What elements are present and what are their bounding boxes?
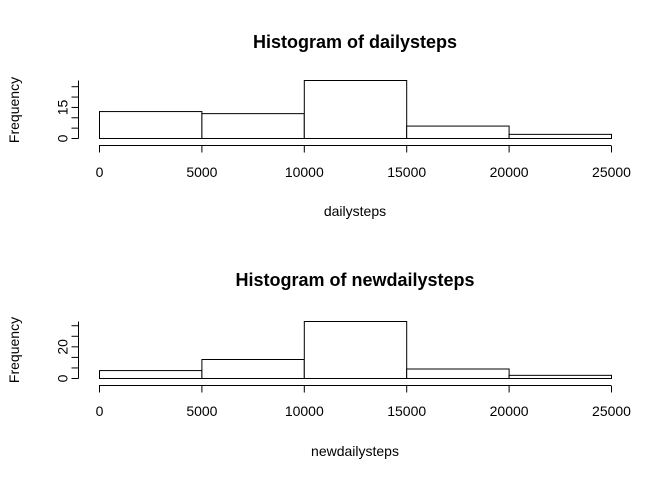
x-tick-label: 10000 xyxy=(285,164,324,180)
x-axis-label: dailysteps xyxy=(324,203,386,219)
y-axis: 0 15 xyxy=(55,80,79,142)
histogram-panel-newdailysteps: Histogram of newdailysteps newdailysteps… xyxy=(6,270,631,459)
histogram-bar xyxy=(303,80,408,139)
x-tick-label: 25000 xyxy=(592,164,631,180)
x-axis: 0 5000 10000 15000 20000 25000 xyxy=(96,145,631,180)
x-tick-label: 0 xyxy=(96,403,104,419)
histogram-bar xyxy=(303,321,408,379)
histogram-bar xyxy=(508,374,613,380)
x-tick-label: 25000 xyxy=(592,403,631,419)
histogram-bar xyxy=(201,359,305,379)
y-axis-label: Frequency xyxy=(6,317,22,383)
histogram-bar xyxy=(99,111,203,139)
y-axis: 0 20 xyxy=(55,321,79,382)
histogram-bar xyxy=(508,133,613,140)
chart-title: Histogram of newdailysteps xyxy=(235,270,474,290)
x-axis-label: newdailysteps xyxy=(311,443,399,459)
histogram-bar xyxy=(99,370,203,380)
histogram-bar xyxy=(406,125,510,139)
x-tick-label: 10000 xyxy=(285,403,324,419)
x-tick-label: 20000 xyxy=(490,403,529,419)
y-tick-label: 0 xyxy=(55,374,71,382)
x-tick-label: 5000 xyxy=(186,164,217,180)
y-tick-label: 0 xyxy=(55,134,71,142)
histogram-bar xyxy=(406,368,510,379)
x-tick-label: 15000 xyxy=(387,403,426,419)
y-tick-label: 20 xyxy=(55,339,71,355)
bars xyxy=(99,321,613,380)
x-axis: 0 5000 10000 15000 20000 25000 xyxy=(96,385,631,419)
histogram-panel-dailysteps: Histogram of dailysteps dailysteps Frequ… xyxy=(6,32,631,219)
x-tick-label: 0 xyxy=(96,164,104,180)
x-tick-label: 5000 xyxy=(186,403,217,419)
histogram-bar xyxy=(201,113,305,140)
chart-title: Histogram of dailysteps xyxy=(253,32,457,52)
x-tick-label: 15000 xyxy=(387,164,426,180)
y-tick-label: 15 xyxy=(55,99,71,115)
x-tick-label: 20000 xyxy=(490,164,529,180)
y-axis-label: Frequency xyxy=(6,77,22,143)
bars xyxy=(99,80,613,140)
